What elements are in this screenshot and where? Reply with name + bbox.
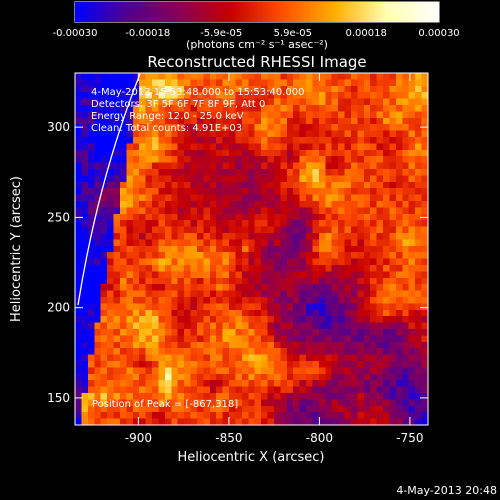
- colorbar-tick-label: -0.00030: [53, 28, 98, 39]
- reconstructed-image-heatmap: [75, 73, 428, 425]
- colorbar-tick-label: -0.00018: [125, 28, 170, 39]
- y-axis-label: Heliocentric Y (arcsec): [9, 176, 24, 322]
- chart-title: Reconstructed RHESSI Image: [147, 53, 366, 71]
- colorbar-tick-label: 0.00030: [418, 28, 459, 39]
- colorbar-gradient: [75, 2, 439, 22]
- colorbar: -0.00030 -0.00018 0.00018 0.00030 -5.9e-05 5…: [53, 1, 460, 51]
- colorbar-tick-label: 5.9e-05: [274, 28, 312, 39]
- timestamp: 4-May-2013 20:48: [396, 484, 497, 497]
- colorbar-tick-label: 0.00018: [346, 28, 387, 39]
- colorbar-label: (photons cm⁻² s⁻¹ asec⁻²): [186, 38, 328, 51]
- colorbar-tick-label: -5.9e-05: [200, 28, 242, 39]
- x-axis-label: Heliocentric X (arcsec): [178, 450, 325, 465]
